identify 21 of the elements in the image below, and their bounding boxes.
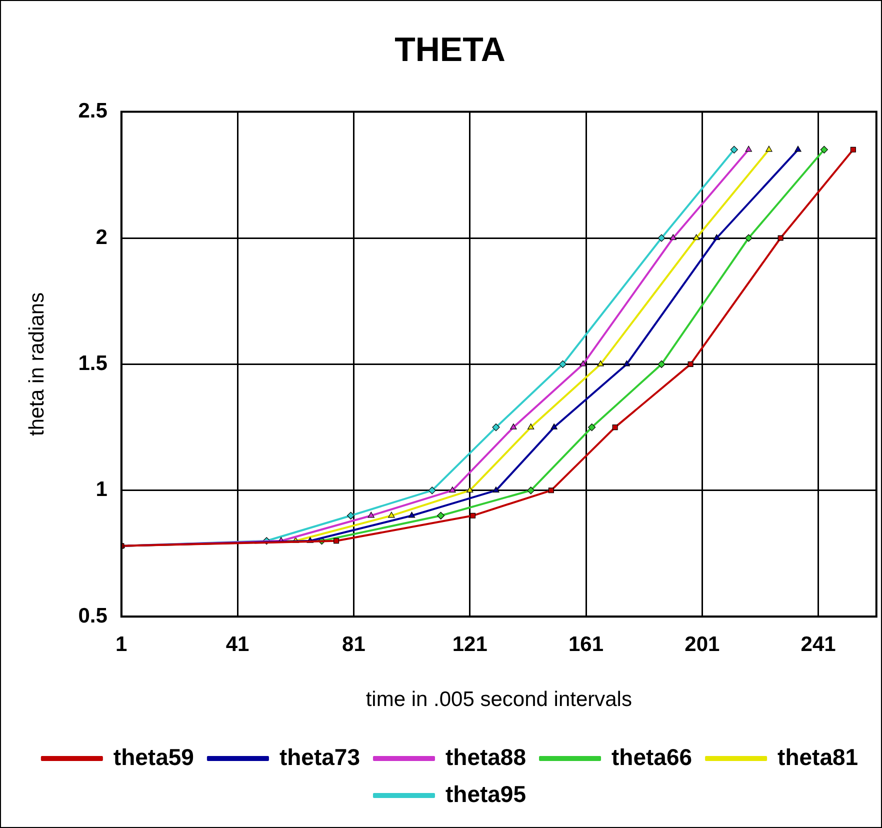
y-tick-label: 2.5 [78,100,108,123]
x-tick-label: 81 [342,632,366,656]
x-tick-label: 1 [116,632,128,656]
legend-label: theta95 [445,780,526,807]
x-tick-label: 161 [568,632,604,656]
x-tick-label: 201 [684,632,720,656]
y-tick-label: 1 [96,478,108,502]
legend-label: theta73 [279,744,360,770]
x-tick-label: 241 [800,632,836,656]
y-axis-title: theta in radians [25,292,48,436]
y-tick-label: 0.5 [78,604,108,628]
legend-label: theta59 [113,744,194,770]
x-tick-label: 41 [226,632,250,656]
y-tick-label: 2 [96,226,108,249]
legend-label: theta66 [612,744,692,770]
x-axis-title: time in .005 second intervals [366,688,632,712]
y-tick-label: 1.5 [78,352,108,375]
x-tick-label: 121 [452,632,488,656]
chart-title: THETA [394,30,506,69]
legend-label: theta88 [445,744,526,770]
legend-label: theta81 [778,744,858,770]
